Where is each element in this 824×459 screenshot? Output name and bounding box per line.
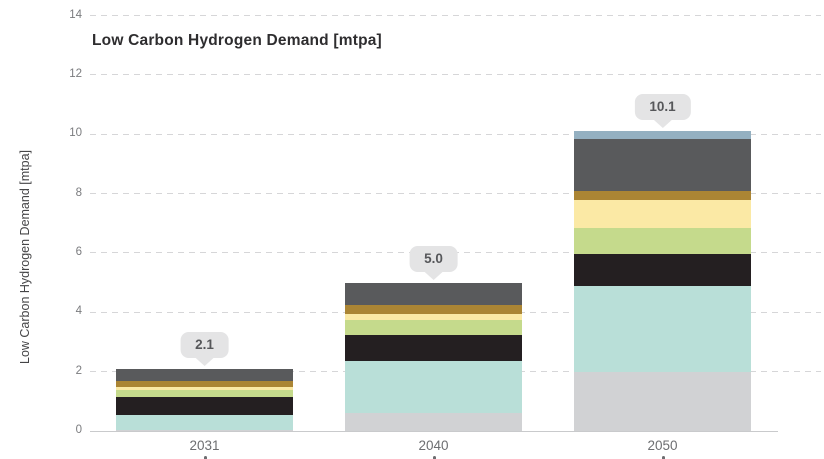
y-tick-label-4: 4 [75,305,82,318]
value-callout-2050: 10.1 [634,94,691,129]
bar-2040-segment-pale-yellow [345,313,522,320]
x-sublabel-mark-2040 [432,456,436,459]
bar-2050-segment-light-green [574,227,751,255]
gridline-y10 [90,133,821,135]
bar-2031-segment-pale-yellow [116,386,293,390]
bar-2050-segment-dark-gray [574,138,751,191]
x-axis-line [90,431,778,432]
bar-2031 [116,368,293,431]
y-tick-label-14: 14 [69,8,82,21]
bar-2031-segment-light-gray [116,429,293,431]
x-sublabel-mark-2050 [661,456,665,459]
x-tick-label-2050: 2050 [647,438,678,453]
bar-2040-segment-black [345,334,522,362]
bar-2031-segment-black [116,396,293,415]
y-tick-label-8: 8 [75,186,82,199]
bar-2050-segment-steel-blue [574,131,751,139]
bar-2040-segment-pale-teal [345,361,522,414]
y-tick-label-2: 2 [75,364,82,377]
gridline-y12 [90,74,821,76]
gridline-y14 [90,15,821,17]
bar-2031-segment-pale-teal [116,414,293,430]
bar-2040-segment-light-gray [345,413,522,431]
bar-2050 [574,131,751,431]
bar-2031-segment-light-green [116,389,293,397]
gridline-y8 [90,193,821,195]
y-tick-label-12: 12 [69,67,82,80]
bar-2050-segment-ochre-brown [574,190,751,200]
y-tick-label-6: 6 [75,245,82,258]
bar-2040 [345,282,522,431]
bar-2031-segment-dark-gray [116,368,293,381]
bar-2050-segment-black [574,254,751,286]
bar-2040-segment-light-green [345,319,522,335]
y-axis-label: Low Carbon Hydrogen Demand [mtpa] [18,149,32,365]
x-tick-label-2040: 2040 [418,438,449,453]
y-tick-label-0: 0 [75,424,82,436]
bar-2050-segment-light-gray [574,371,751,431]
value-callout-2031: 2.1 [180,331,229,366]
chart-title: Low Carbon Hydrogen Demand [mtpa] [92,32,382,49]
bar-2031-segment-ochre-brown [116,380,293,387]
bar-2040-segment-ochre-brown [345,304,522,314]
x-tick-label-2031: 2031 [189,438,220,453]
bar-2050-segment-pale-teal [574,285,751,372]
bar-2050-segment-pale-yellow [574,199,751,228]
value-callout-2040: 5.0 [409,245,458,280]
y-tick-label-10: 10 [69,127,82,140]
x-sublabel-mark-2031 [203,456,207,459]
bar-2040-segment-dark-gray [345,282,522,305]
